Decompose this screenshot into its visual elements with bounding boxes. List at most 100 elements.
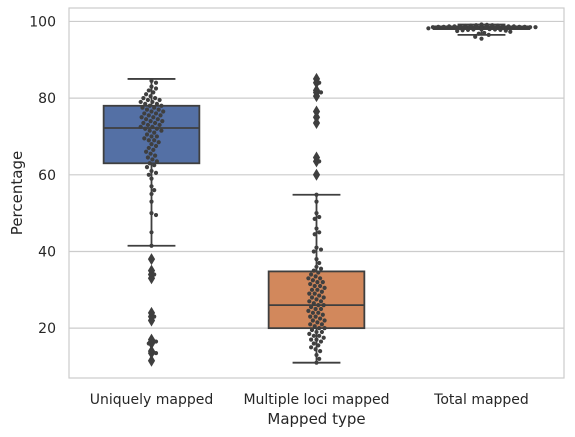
data-point bbox=[152, 272, 157, 277]
data-point bbox=[528, 25, 533, 30]
data-point bbox=[149, 142, 154, 147]
data-point bbox=[150, 124, 155, 129]
data-point bbox=[147, 128, 152, 133]
data-point bbox=[308, 281, 313, 287]
data-point bbox=[149, 176, 154, 181]
data-point bbox=[312, 283, 317, 289]
data-point bbox=[318, 299, 324, 304]
data-point bbox=[138, 99, 143, 105]
data-point bbox=[314, 76, 319, 82]
data-point bbox=[148, 151, 153, 156]
data-point bbox=[322, 318, 327, 323]
data-point bbox=[152, 314, 157, 319]
data-point bbox=[487, 26, 492, 32]
data-point bbox=[314, 245, 319, 250]
data-point bbox=[320, 312, 325, 317]
data-point bbox=[309, 304, 314, 310]
data-point bbox=[486, 32, 491, 37]
y-tick-label: 100 bbox=[29, 14, 56, 30]
data-point bbox=[154, 126, 159, 131]
data-point bbox=[322, 285, 327, 290]
data-point bbox=[152, 138, 157, 143]
data-point bbox=[460, 28, 465, 33]
data-point bbox=[141, 96, 146, 101]
data-point bbox=[153, 80, 159, 85]
data-point bbox=[157, 122, 162, 128]
data-point bbox=[471, 27, 476, 32]
data-point bbox=[495, 23, 500, 28]
data-point bbox=[154, 159, 159, 164]
data-point bbox=[314, 337, 319, 342]
data-point bbox=[317, 260, 322, 266]
data-point bbox=[153, 339, 159, 344]
data-point bbox=[146, 172, 151, 177]
data-point bbox=[149, 243, 154, 248]
data-point bbox=[152, 163, 157, 168]
data-point bbox=[314, 211, 319, 216]
data-point bbox=[311, 301, 316, 306]
data-point bbox=[157, 97, 162, 103]
data-point bbox=[145, 97, 150, 103]
data-point bbox=[441, 24, 446, 29]
data-point bbox=[153, 120, 158, 126]
data-point bbox=[318, 90, 324, 95]
data-point bbox=[479, 26, 484, 32]
data-point bbox=[501, 23, 506, 29]
data-point bbox=[154, 101, 159, 106]
data-point bbox=[322, 326, 327, 331]
data-point bbox=[508, 29, 513, 34]
data-point bbox=[159, 103, 164, 108]
data-point bbox=[311, 249, 316, 254]
data-point bbox=[142, 111, 147, 116]
data-point bbox=[318, 283, 323, 289]
y-tick-label: 40 bbox=[38, 244, 56, 260]
data-point bbox=[317, 293, 322, 298]
data-point bbox=[313, 274, 318, 279]
data-point bbox=[319, 289, 324, 294]
data-point bbox=[503, 28, 508, 33]
data-point bbox=[152, 105, 157, 110]
data-point bbox=[156, 107, 161, 112]
data-point bbox=[463, 23, 468, 29]
data-point bbox=[314, 172, 319, 177]
data-point bbox=[314, 329, 319, 335]
data-point bbox=[317, 356, 322, 361]
data-point bbox=[152, 130, 157, 135]
y-tick-label: 20 bbox=[38, 321, 56, 337]
data-point bbox=[436, 24, 441, 29]
data-point bbox=[138, 124, 143, 129]
data-point bbox=[312, 291, 317, 296]
data-point bbox=[316, 310, 321, 315]
data-point bbox=[140, 105, 145, 110]
data-point bbox=[311, 333, 316, 338]
data-point bbox=[145, 155, 150, 160]
data-point bbox=[144, 132, 150, 137]
data-point bbox=[492, 27, 498, 32]
data-point bbox=[314, 264, 319, 269]
data-point bbox=[150, 99, 155, 105]
data-point bbox=[146, 88, 151, 93]
data-point bbox=[465, 27, 471, 32]
data-point bbox=[153, 153, 158, 158]
data-point bbox=[484, 22, 489, 27]
data-point bbox=[144, 117, 149, 122]
data-point bbox=[306, 308, 311, 314]
y-tick-label: 80 bbox=[38, 91, 56, 107]
data-point bbox=[309, 287, 315, 292]
y-axis-label: Percentage bbox=[8, 151, 26, 235]
data-point bbox=[312, 232, 317, 237]
data-point bbox=[151, 115, 156, 120]
data-point bbox=[146, 341, 151, 346]
swarm-points bbox=[138, 22, 538, 365]
plot-frame bbox=[68, 7, 565, 379]
data-point bbox=[317, 230, 322, 235]
data-point bbox=[320, 280, 325, 285]
data-point bbox=[522, 24, 527, 29]
data-point bbox=[318, 306, 324, 312]
data-point bbox=[314, 297, 319, 302]
data-point bbox=[151, 90, 156, 95]
data-point bbox=[153, 96, 158, 101]
data-point bbox=[482, 30, 487, 36]
data-point bbox=[479, 36, 484, 41]
data-point bbox=[149, 310, 154, 315]
